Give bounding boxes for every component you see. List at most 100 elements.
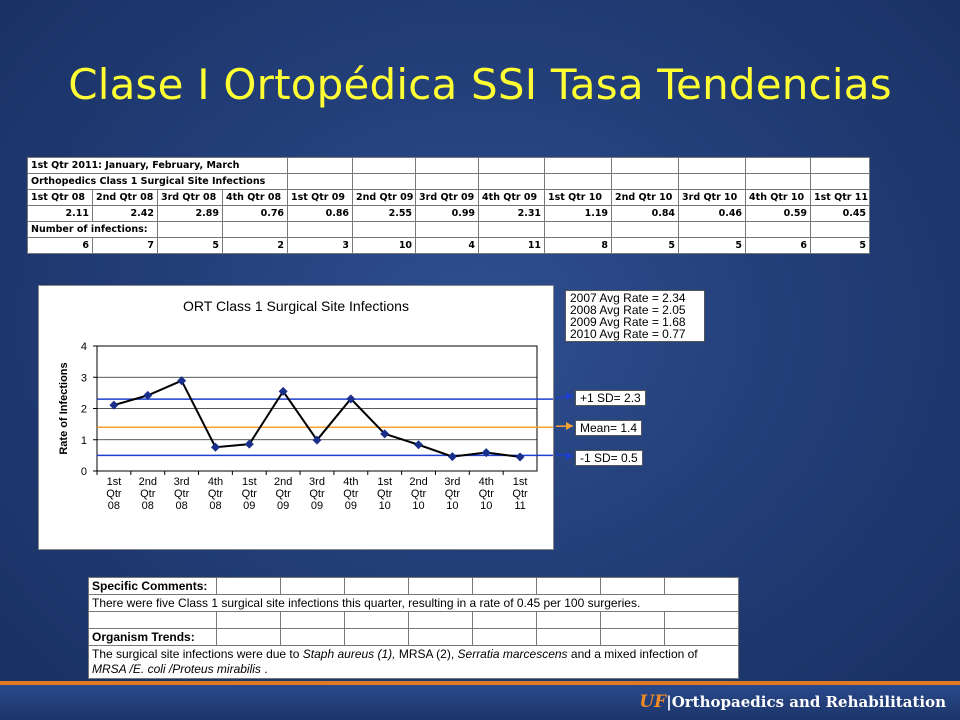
x-tick-label: 1st (513, 476, 528, 488)
rate-cell: 2.55 (352, 205, 417, 222)
minus-sd-label: -1 SD= 0.5 (575, 450, 643, 466)
rate-cell: 0.76 (221, 205, 289, 222)
x-tick-label: 3rd (444, 476, 460, 488)
quarter-header-cell: 2nd Qtr 09 (352, 189, 417, 206)
x-tick-label: 08 (142, 500, 154, 512)
data-point (447, 452, 457, 462)
x-tick-label: 08 (209, 500, 221, 512)
chart-panel: 0 1 2 3 4 Rate of Infections 1st Qtr 08 2nd Qtr 08 3… (38, 285, 554, 550)
specific-comments-label: Specific Comments: (88, 577, 217, 595)
table-row: 6 7 5 2 3 10 4 11 8 5 5 6 5 (27, 237, 871, 254)
rate-cell: 0.84 (611, 205, 680, 222)
data-point (244, 439, 254, 449)
data-point (380, 429, 390, 439)
rate-cell: 0.86 (287, 205, 354, 222)
infections-cell: 6 (745, 237, 812, 254)
infections-cell: 6 (27, 237, 93, 254)
footer-logo: UF|Orthopaedics and Rehabilitation (639, 692, 946, 712)
quarter-header-cell: 4th Qtr 08 (221, 189, 289, 206)
uf-logo-mark: UF (639, 692, 667, 712)
reference-arrow-head (566, 422, 573, 430)
rate-cell: 2.31 (478, 205, 546, 222)
x-tick-label: 4th (343, 476, 358, 488)
quarter-header-cell: 1st Qtr 11 (810, 189, 871, 206)
x-tick-label: 09 (345, 500, 357, 512)
data-point (109, 400, 119, 410)
x-tick-label: Qtr (343, 488, 359, 500)
organism-text-1: The surgical site infections were due to (92, 647, 303, 661)
data-point (177, 376, 187, 386)
x-tick-label: Qtr (377, 488, 393, 500)
table-subject-cell: Orthopedics Class 1 Surgical Site Infect… (26, 173, 289, 190)
table-row (88, 611, 739, 629)
organism-text-2: MRSA (2), (395, 647, 458, 661)
x-tick-label: 11 (514, 500, 525, 512)
quarter-header-cell: 4th Qtr 10 (745, 189, 812, 206)
plot-area (96, 345, 538, 472)
quarter-header-cell: 1st Qtr 10 (544, 189, 613, 206)
specific-comments-text: There were five Class 1 surgical site in… (88, 594, 739, 612)
x-tick-label: 09 (243, 500, 255, 512)
x-tick-label: 2nd (274, 476, 292, 488)
table-row: There were five Class 1 surgical site in… (88, 594, 739, 612)
organism-trends-label: Organism Trends: (88, 628, 217, 646)
mean-label: Mean= 1.4 (575, 420, 643, 436)
data-point (312, 435, 322, 445)
table-row: 1st Qtr 2011: January, February, March (26, 157, 871, 174)
avg-2010: 2010 Avg Rate = 0.77 (570, 327, 686, 341)
rate-cell: 0.45 (810, 205, 871, 222)
x-tick-label: 10 (379, 500, 391, 512)
average-rates-box: 2007 Avg Rate = 2.34 2008 Avg Rate = 2.0… (565, 290, 705, 342)
x-tick-label: 10 (412, 500, 424, 512)
x-tick-label: Qtr (242, 488, 258, 500)
department-name: Orthopaedics and Rehabilitation (671, 693, 946, 711)
infections-cell: 10 (352, 237, 417, 254)
infections-cell: 5 (810, 237, 871, 254)
table-period-cell: 1st Qtr 2011: January, February, March (26, 157, 289, 174)
data-point (346, 394, 356, 404)
infections-cell: 11 (478, 237, 546, 254)
quarter-header-cell: 3rd Qtr 08 (157, 189, 223, 206)
infections-cell: 5 (611, 237, 680, 254)
x-tick-label: Qtr (512, 488, 528, 500)
x-tick-label: 10 (480, 500, 492, 512)
x-tick-label: Qtr (208, 488, 224, 500)
reference-arrow-line (555, 395, 574, 399)
x-tick-label: Qtr (106, 488, 122, 500)
rate-cell: 2.11 (27, 205, 93, 222)
infections-cell: 5 (157, 237, 223, 254)
organism-text-4: . (260, 662, 268, 676)
x-tick-label: 10 (446, 500, 458, 512)
organism-trends-text: The surgical site infections were due to… (88, 645, 739, 679)
reference-arrow-head (566, 392, 573, 400)
data-point (481, 448, 491, 458)
table-row: 1st Qtr 08 2nd Qtr 08 3rd Qtr 08 4th Qtr 08… (27, 189, 871, 206)
avg-2008: 2008 Avg Rate = 2.05 (570, 303, 686, 317)
x-tick-label: Qtr (276, 488, 292, 500)
x-tick-label: 1st (377, 476, 392, 488)
rate-cell: 0.59 (745, 205, 812, 222)
infections-cell: 5 (678, 237, 747, 254)
avg-2009: 2009 Avg Rate = 1.68 (570, 315, 686, 329)
x-tick-label: 4th (208, 476, 223, 488)
y-tick-label: 3 (81, 372, 87, 384)
infections-label-cell: Number of infections: (27, 221, 158, 238)
x-tick-label: 2nd (139, 476, 157, 488)
table-row: Orthopedics Class 1 Surgical Site Infect… (26, 173, 871, 190)
organism-serratia: Serratia marcescens (457, 647, 568, 661)
x-tick-label: 08 (108, 500, 120, 512)
organism-text-3: and a mixed infection of (567, 647, 698, 661)
table-row: The surgical site infections were due to… (88, 645, 739, 679)
footer-bar (0, 685, 960, 720)
chart-title: ORT Class 1 Surgical Site Infections (183, 298, 409, 314)
rate-cell: 2.89 (157, 205, 223, 222)
x-tick-label: Qtr (174, 488, 190, 500)
comments-table: Specific Comments: There were five Class… (88, 577, 739, 679)
quarterly-data-table: 1st Qtr 2011: January, February, March O… (26, 157, 871, 254)
x-tick-label: Qtr (140, 488, 156, 500)
organism-staph: Staph aureus (1), (302, 647, 396, 661)
series-line (113, 379, 521, 458)
table-row: Specific Comments: (88, 577, 739, 595)
data-point (515, 452, 525, 462)
